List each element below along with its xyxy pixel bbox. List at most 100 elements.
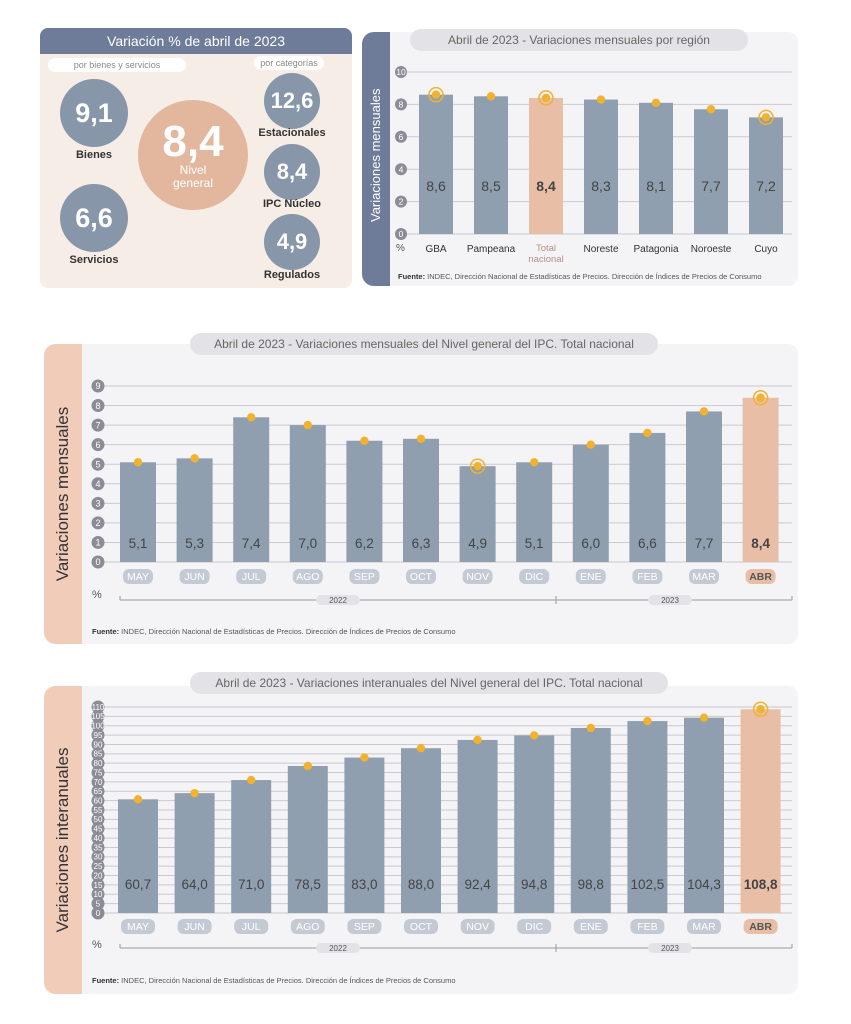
annual-ytick-label: 90 [94,740,103,749]
monthly-dot [303,420,312,430]
annual-dot [699,713,709,722]
monthly-bar [629,432,666,562]
annual-ytick-marker [91,737,105,751]
bienes-servicios-pill: por bienes y servicios [48,58,186,72]
annual-value-label: 94,8 [521,877,547,892]
summary-title: Variación % de abril de 2023 [40,28,352,54]
annual-value-label: 88,0 [408,877,434,892]
annual-dot [416,744,426,753]
monthly-ytick-marker [91,516,105,530]
region-ytick-label: 8 [399,99,404,109]
monthly-ytick-marker [91,496,105,510]
annual-category-label: ENE [580,921,602,933]
region-value-label: 8,3 [591,178,611,194]
annual-dot [360,753,369,762]
monthly-value-label: 6,3 [412,536,431,551]
annual-ytick-marker [91,775,105,789]
region-side-tab [362,32,390,286]
monthly-ytick-label: 5 [95,459,100,469]
annual-category-label: JUL [242,921,261,933]
monthly-dot-ring [469,458,486,474]
annual-category-pill [630,919,665,934]
annual-source-text: INDEC, Dirección Nacional de Estadística… [119,976,456,985]
region-category-label: Noroeste [691,244,732,255]
region-ytick-marker [395,66,407,78]
monthly-dot [247,413,256,422]
monthly-ytick-label: 7 [95,420,100,430]
annual-ytick-marker [91,803,105,817]
monthly-ytick-marker [91,555,105,569]
region-value-label: 8,4 [536,178,556,194]
region-ytick-label: 10 [396,67,406,77]
annual-bar [570,727,611,913]
region-ytick-marker [395,130,407,143]
region-bar [474,96,508,234]
annual-value-label: 78,5 [295,877,321,892]
monthly-category-pill [689,569,719,584]
monthly-value-label: 6,6 [638,536,657,551]
regulados-label: Regulados [263,269,321,281]
monthly-dot [416,434,426,443]
region-category-label: GBA [425,244,446,255]
region-value-label: 7,2 [756,178,776,194]
annual-bar [231,780,272,913]
region-value-label: 8,6 [426,178,446,194]
annual-ytick-label: 80 [94,759,103,768]
monthly-source-label: Fuente: [92,627,120,636]
summary-panel: Variación % de abril de 2023 por bienes … [40,28,352,288]
region-value-label: 8,1 [646,178,666,194]
bienes-circle: 9,1 [60,79,128,147]
monthly-category-label: MAY [127,571,149,583]
annual-ytick-marker [91,887,105,901]
annual-unit: % [92,939,102,951]
monthly-year-pill [316,595,360,605]
monthly-bar [686,411,722,562]
annual-ytick-label: 20 [94,871,103,880]
annual-ytick-label: 50 [94,815,103,824]
annual-ytick-marker [91,869,105,883]
monthly-ytick-marker [91,477,105,491]
monthly-unit: % [92,589,102,601]
estacionales-value: 12,6 [270,88,314,113]
bienes-label: Bienes [75,149,113,161]
monthly-bar [742,397,779,562]
region-title: Abril de 2023 - Variaciones mensuales po… [410,29,748,51]
estacionales-label: Estacionales [258,127,326,139]
region-dot [541,93,551,103]
annual-year-pill [316,943,360,953]
annual-ytick-marker [91,700,105,714]
ipc-nucleo-label: IPC Núcleo [262,198,322,210]
region-bar [749,117,783,234]
monthly-source-text: INDEC, Dirección Nacional de Estadística… [119,627,456,636]
annual-category-label: DIC [525,921,544,933]
monthly-dot [756,393,765,402]
annual-dot [133,795,143,804]
annual-category-pill [234,919,269,934]
monthly-category-label: AGO [296,571,319,583]
monthly-ytick-label: 1 [95,538,100,548]
monthly-side-tab [44,344,82,644]
ipc-nucleo-value: 8,4 [276,159,308,184]
annual-value-label: 92,4 [464,877,491,892]
monthly-bar [346,440,383,562]
monthly-ytick-label: 3 [95,499,100,509]
monthly-dot-ring [752,389,769,406]
monthly-value-label: 5,1 [525,536,544,551]
annual-bar [627,721,668,913]
annual-ytick-marker [91,878,105,892]
monthly-ytick-marker [91,438,105,452]
region-dot [431,90,441,99]
categorias-pill: por categorías [254,56,324,70]
annual-year-2023: 2023 [661,944,679,953]
servicios-value: 6,6 [75,202,113,233]
monthly-bar [233,417,270,562]
monthly-dot [530,458,539,467]
monthly-category-pill [292,569,323,584]
annual-chart: 0510152025303540455055606570758085909510… [91,700,793,953]
region-ytick-marker [395,228,407,240]
monthly-value-label: 6,2 [355,536,374,551]
annual-bar [401,748,441,913]
monthly-bar [459,466,496,562]
monthly-ytick-label: 9 [95,381,100,391]
annual-dot [643,716,652,726]
